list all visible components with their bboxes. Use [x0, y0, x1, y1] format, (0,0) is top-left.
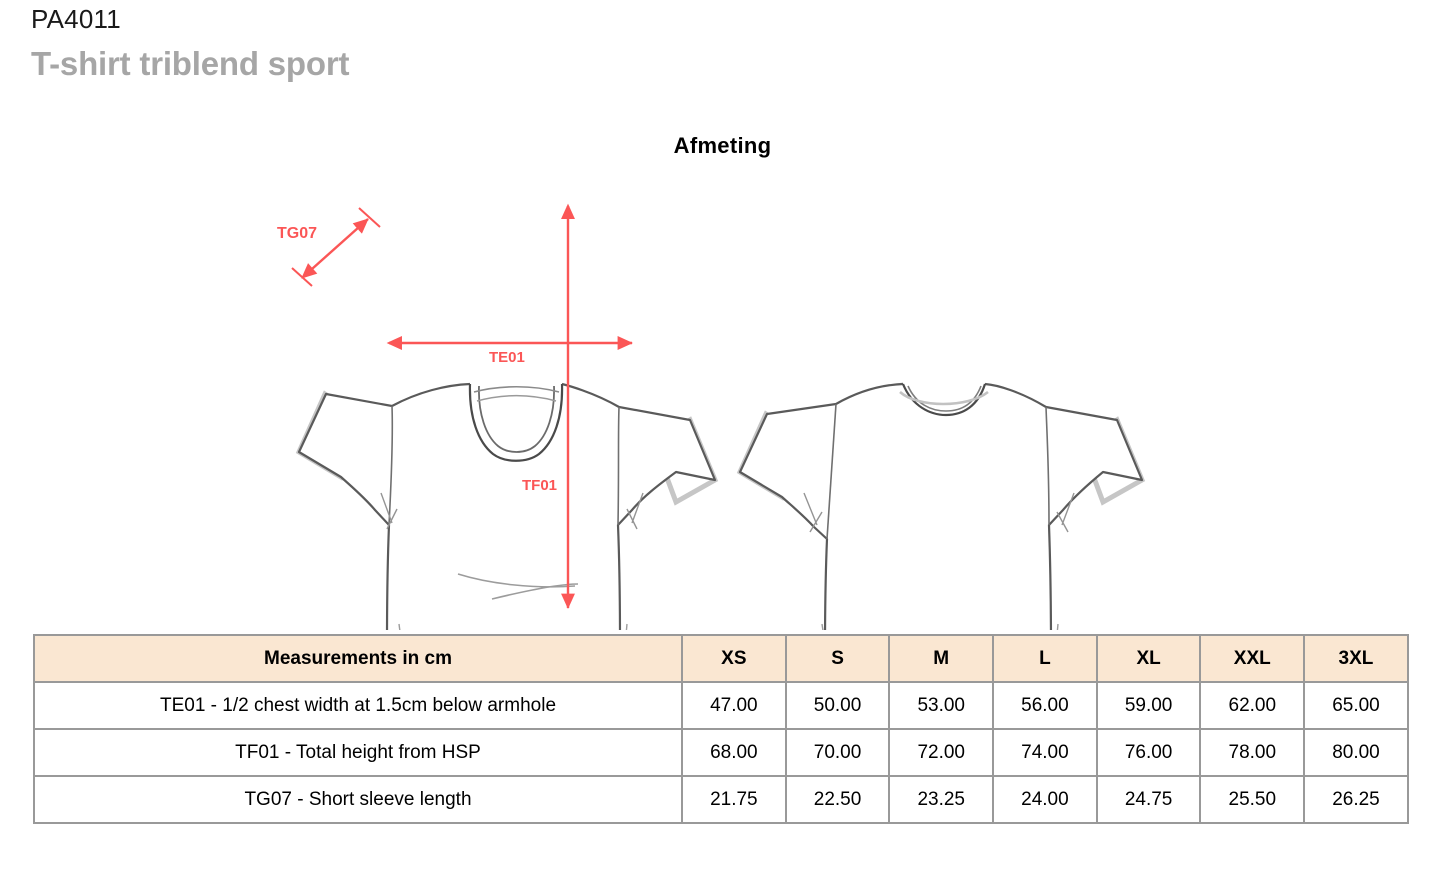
cell-tg07-s: 22.50 — [784, 775, 891, 824]
cell-tf01-l: 74.00 — [992, 728, 1098, 777]
front-collar-band-line-1 — [473, 385, 560, 393]
back-body-outline — [738, 382, 1144, 630]
measurement-callout-tf01: TF01 — [522, 203, 575, 609]
section-title: Afmeting — [673, 133, 772, 158]
t-shirt-front-view — [295, 382, 719, 630]
cell-te01-m: 53.00 — [888, 681, 995, 730]
te01-label: TE01 — [489, 349, 525, 366]
size-table-container: Measurements in cm XS S M L XL XXL 3XL T… — [33, 634, 1409, 824]
cell-tf01-xl: 76.00 — [1095, 728, 1202, 777]
cell-tf01-xs: 68.00 — [681, 728, 787, 777]
tg07-arrow — [301, 218, 369, 279]
column-header-3xl: 3XL — [1303, 634, 1409, 683]
column-header-xs: XS — [681, 634, 787, 683]
cell-te01-s: 50.00 — [784, 681, 891, 730]
cell-tg07-xs: 21.75 — [681, 775, 787, 824]
cell-tg07-l: 24.00 — [992, 775, 1098, 824]
cell-tg07-m: 23.25 — [888, 775, 995, 824]
front-body-outline — [297, 382, 717, 630]
tg07-extension-lower — [291, 267, 313, 287]
front-right-shoulder-seam — [617, 406, 620, 526]
cell-tf01-m: 72.00 — [888, 728, 995, 777]
measurement-callout-tg07: TG07 — [277, 207, 381, 287]
column-header-xl: XL — [1095, 634, 1202, 683]
front-collar-inner-rib — [478, 385, 555, 453]
table-row: TF01 - Total height from HSP 68.00 70.00… — [33, 728, 1409, 777]
row-label-tg07: TG07 - Short sleeve length — [33, 775, 683, 824]
table-header-row: Measurements in cm XS S M L XL XXL 3XL — [33, 634, 1409, 683]
cell-tf01-xxl: 78.00 — [1199, 728, 1306, 777]
back-right-shoulder-seam — [1045, 406, 1050, 526]
back-left-armhole-wrinkle — [803, 492, 823, 533]
tg07-extension-upper — [358, 207, 381, 228]
tf01-label: TF01 — [522, 477, 557, 494]
front-collar-band-line-2 — [476, 395, 557, 402]
column-header-l: L — [992, 634, 1098, 683]
cell-te01-l: 56.00 — [992, 681, 1098, 730]
front-left-armhole-wrinkle — [380, 492, 398, 530]
table-row: TE01 - 1/2 chest width at 1.5cm below ar… — [33, 681, 1409, 730]
cell-tf01-s: 70.00 — [784, 728, 891, 777]
cell-tf01-3xl: 80.00 — [1303, 728, 1409, 777]
cell-te01-xl: 59.00 — [1095, 681, 1202, 730]
cell-te01-3xl: 65.00 — [1303, 681, 1409, 730]
measurement-callout-te01: TE01 — [386, 336, 633, 366]
back-collar-band-highlight — [899, 390, 989, 406]
product-code: PA4011 — [31, 4, 121, 34]
row-label-tf01: TF01 - Total height from HSP — [33, 728, 683, 777]
cell-te01-xs: 47.00 — [681, 681, 787, 730]
page-title: T-shirt triblend sport — [31, 45, 350, 82]
back-left-shoulder-seam — [826, 403, 837, 540]
cell-tg07-3xl: 26.25 — [1303, 775, 1409, 824]
column-header-s: S — [784, 634, 891, 683]
front-left-shoulder-seam — [388, 405, 394, 526]
column-header-xxl: XXL — [1199, 634, 1306, 683]
row-label-te01: TE01 - 1/2 chest width at 1.5cm below ar… — [33, 681, 683, 730]
back-right-armhole-wrinkle — [1056, 492, 1075, 533]
table-row: TG07 - Short sleeve length 21.75 22.50 2… — [33, 775, 1409, 824]
column-header-measurements: Measurements in cm — [33, 634, 683, 683]
t-shirt-back-view — [736, 382, 1146, 630]
column-header-m: M — [888, 634, 995, 683]
size-table: Measurements in cm XS S M L XL XXL 3XL T… — [33, 634, 1409, 824]
tg07-label: TG07 — [277, 225, 317, 242]
front-right-armhole-wrinkle — [626, 492, 644, 530]
cell-tg07-xl: 24.75 — [1095, 775, 1202, 824]
cell-tg07-xxl: 25.50 — [1199, 775, 1306, 824]
technical-drawing: TG07 TE01 TF01 — [0, 180, 1445, 630]
cell-te01-xxl: 62.00 — [1199, 681, 1306, 730]
page-header: PA4011 T-shirt triblend sport — [31, 2, 931, 86]
